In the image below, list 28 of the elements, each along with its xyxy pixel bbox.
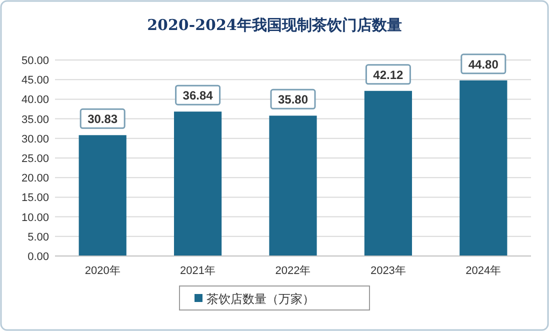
data-label: 30.83 bbox=[88, 112, 118, 126]
data-label: 36.84 bbox=[182, 88, 214, 103]
data-label: 44.80 bbox=[468, 57, 499, 72]
y-tick-label: 40.00 bbox=[21, 94, 49, 106]
y-tick-label: 15.00 bbox=[21, 192, 49, 204]
bar bbox=[78, 135, 126, 256]
y-tick-label: 50.00 bbox=[21, 55, 49, 67]
bar bbox=[269, 116, 317, 256]
x-tick-label: 2023年 bbox=[370, 265, 406, 277]
y-tick-label: 10.00 bbox=[21, 212, 49, 224]
y-tick-label: 5.00 bbox=[28, 231, 49, 244]
legend-label: 茶饮店数量（万家） bbox=[206, 292, 314, 306]
data-label: 35.80 bbox=[278, 92, 308, 107]
y-tick-label: 45.00 bbox=[21, 74, 49, 87]
x-tick-label: 2020年 bbox=[84, 265, 120, 277]
bar bbox=[174, 112, 222, 256]
data-label: 42.12 bbox=[373, 68, 404, 82]
y-tick-label: 20.00 bbox=[21, 172, 49, 185]
y-tick-label: 35.00 bbox=[21, 114, 49, 126]
y-tick-label: 0.00 bbox=[28, 251, 49, 263]
x-tick-label: 2022年 bbox=[275, 265, 311, 277]
x-tick-label: 2021年 bbox=[180, 265, 216, 277]
bar bbox=[460, 80, 508, 256]
bar bbox=[364, 90, 412, 256]
y-tick-label: 30.00 bbox=[21, 133, 49, 146]
x-tick-label: 2024年 bbox=[466, 265, 502, 277]
chart-title: 2020-2024年我国现制茶饮门店数量 bbox=[147, 16, 402, 34]
y-tick-label: 25.00 bbox=[21, 153, 49, 165]
